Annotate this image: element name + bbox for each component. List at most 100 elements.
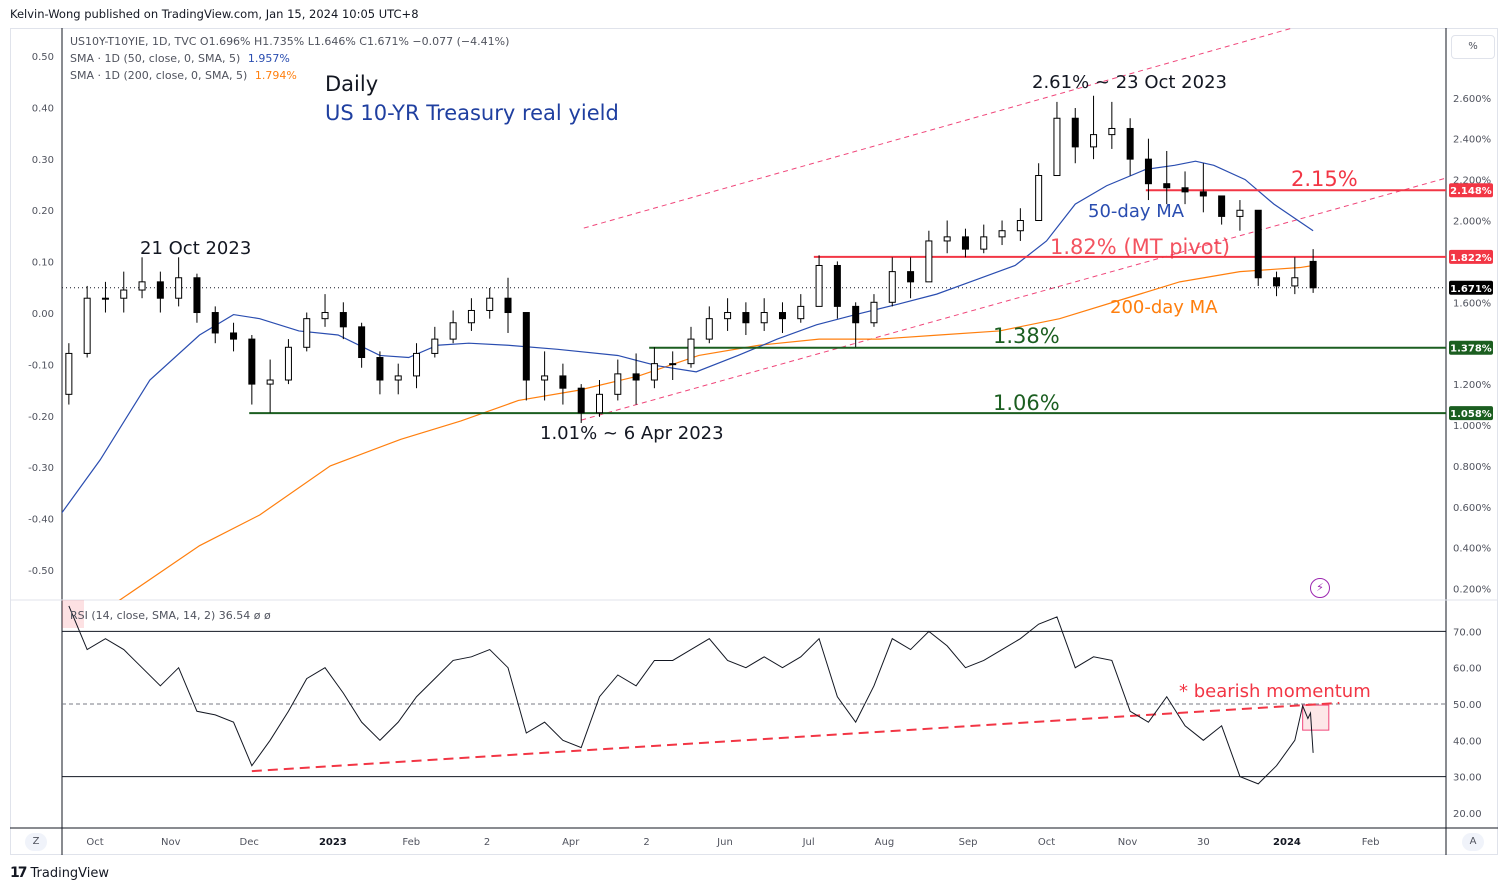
sma50-legend-value: 1.957% [247,52,290,65]
candle-body [376,357,384,381]
candle-body [1236,209,1244,217]
price-badge [1449,183,1493,198]
lightning-icon[interactable]: ⚡ [1310,578,1330,598]
time-axis-tick: Feb [402,837,420,848]
candle-body [1273,277,1281,287]
left-axis-tick: -0.50 [28,566,54,577]
price-badge [1449,249,1493,264]
sma50-line [62,160,1314,514]
sma50-legend: SMA · 1D (50, close, 0, SMA, 5) 1.957% [70,52,290,65]
level-106-annotation: 1.06% [993,391,1060,415]
sma50-legend-label: SMA · 1D (50, close, 0, SMA, 5) [70,52,241,65]
lower-channel-trendline [581,177,1446,421]
upper-channel-trendline [583,28,1293,229]
candle-body [1309,260,1317,289]
candle-body [193,277,201,314]
time-axis-tick: 30 [1197,837,1210,848]
high-oct-annotation: 2.61% ~ 23 Oct 2023 [1032,72,1227,93]
candle-body [687,338,695,365]
left-axis-tick: -0.30 [28,463,54,474]
left-axis-tick: 0.00 [32,309,54,320]
auto-scale-button[interactable]: A [1462,833,1484,851]
left-axis-tick: -0.20 [28,412,54,423]
candle-body [1126,127,1134,160]
time-axis-tick: Oct [1038,837,1055,848]
time-axis-tick: Jun [716,837,733,848]
candle-body [266,379,274,385]
right-axis-tick: 0.200% [1453,585,1491,596]
candle-body [156,281,164,299]
candle-body [321,312,329,320]
candle-body [669,363,677,366]
sma200-line [118,264,1314,600]
candle-body [1181,187,1189,193]
sma200-legend-label: SMA · 1D (200, close, 0, SMA, 5) [70,69,248,82]
timeframe-annotation: Daily [325,72,379,96]
left-axis-tick: 0.20 [32,206,54,217]
low-apr-annotation: 1.01% ~ 6 Apr 2023 [540,423,724,444]
candle-body [303,318,311,348]
candle-body [504,297,512,314]
level-215-annotation: 2.15% [1291,167,1358,191]
time-axis-tick: Nov [161,837,181,848]
tradingview-logo: 17 TradingView [10,865,110,881]
right-axis-tick: 1.600% [1453,298,1491,309]
candle-body [1218,195,1226,217]
price-badge [1449,280,1493,295]
candle-body [559,375,567,389]
ma50-annotation: 50-day MA [1088,201,1185,222]
candle-body [120,289,128,299]
candle-body [760,312,768,324]
time-axis-tick: Nov [1118,837,1138,848]
time-axis-tick: Sep [959,837,978,848]
rsi-overbought-fill [62,600,84,628]
price-badge-label: 1.822% [1450,253,1492,264]
candle-body [907,271,915,283]
candle-body [1071,117,1079,148]
candle-body [852,305,860,324]
main-legend: US10Y-T10YIE, 1D, TVC O1.696% H1.735% L1… [70,35,510,48]
candle-body [614,373,622,395]
candle-body [815,264,823,307]
price-badge [1449,406,1493,421]
rsi-highlight-box [1302,704,1330,731]
tradingview-logo-icon: 17 [10,865,28,881]
candle-body [431,338,439,354]
zoom-reset-button[interactable]: Z [25,833,47,851]
candle-body [175,277,183,299]
candle-body [980,236,988,250]
candle-body [797,305,805,320]
candle-body [925,240,933,283]
rsi-axis-tick: 40.00 [1453,736,1482,747]
left-axis-tick: 0.50 [32,52,54,63]
left-axis-tick: 0.30 [32,155,54,166]
chart-frame [10,28,1498,855]
unit-button[interactable]: % [1451,35,1495,59]
candle-body [486,297,494,311]
price-badge-label: 1.378% [1450,344,1492,355]
candle-body [742,312,750,324]
candle-body [101,297,109,300]
candle-body [65,352,73,395]
time-axis-tick: 2 [484,837,490,848]
rsi-note-annotation: * bearish momentum [1179,681,1371,702]
rsi-axis-tick: 60.00 [1453,664,1482,675]
candle-body [449,322,457,340]
rsi-axis-tick: 50.00 [1453,700,1482,711]
candle-body [83,297,91,354]
price-badge-label: 2.148% [1450,186,1492,197]
candle-body [961,236,969,250]
time-axis-tick: 2 [643,837,649,848]
candle-body [541,375,549,381]
sma200-legend-value: 1.794% [254,69,297,82]
candle-body [1144,158,1152,185]
candle-body [467,309,475,324]
candle-body [1016,220,1024,232]
candle-body [943,236,951,242]
candle-body [1291,277,1299,287]
right-axis-tick: 2.200% [1453,176,1491,187]
candle-body [650,363,658,381]
left-axis-tick: 0.40 [32,103,54,114]
high-21oct-annotation: 21 Oct 2023 [140,238,252,259]
